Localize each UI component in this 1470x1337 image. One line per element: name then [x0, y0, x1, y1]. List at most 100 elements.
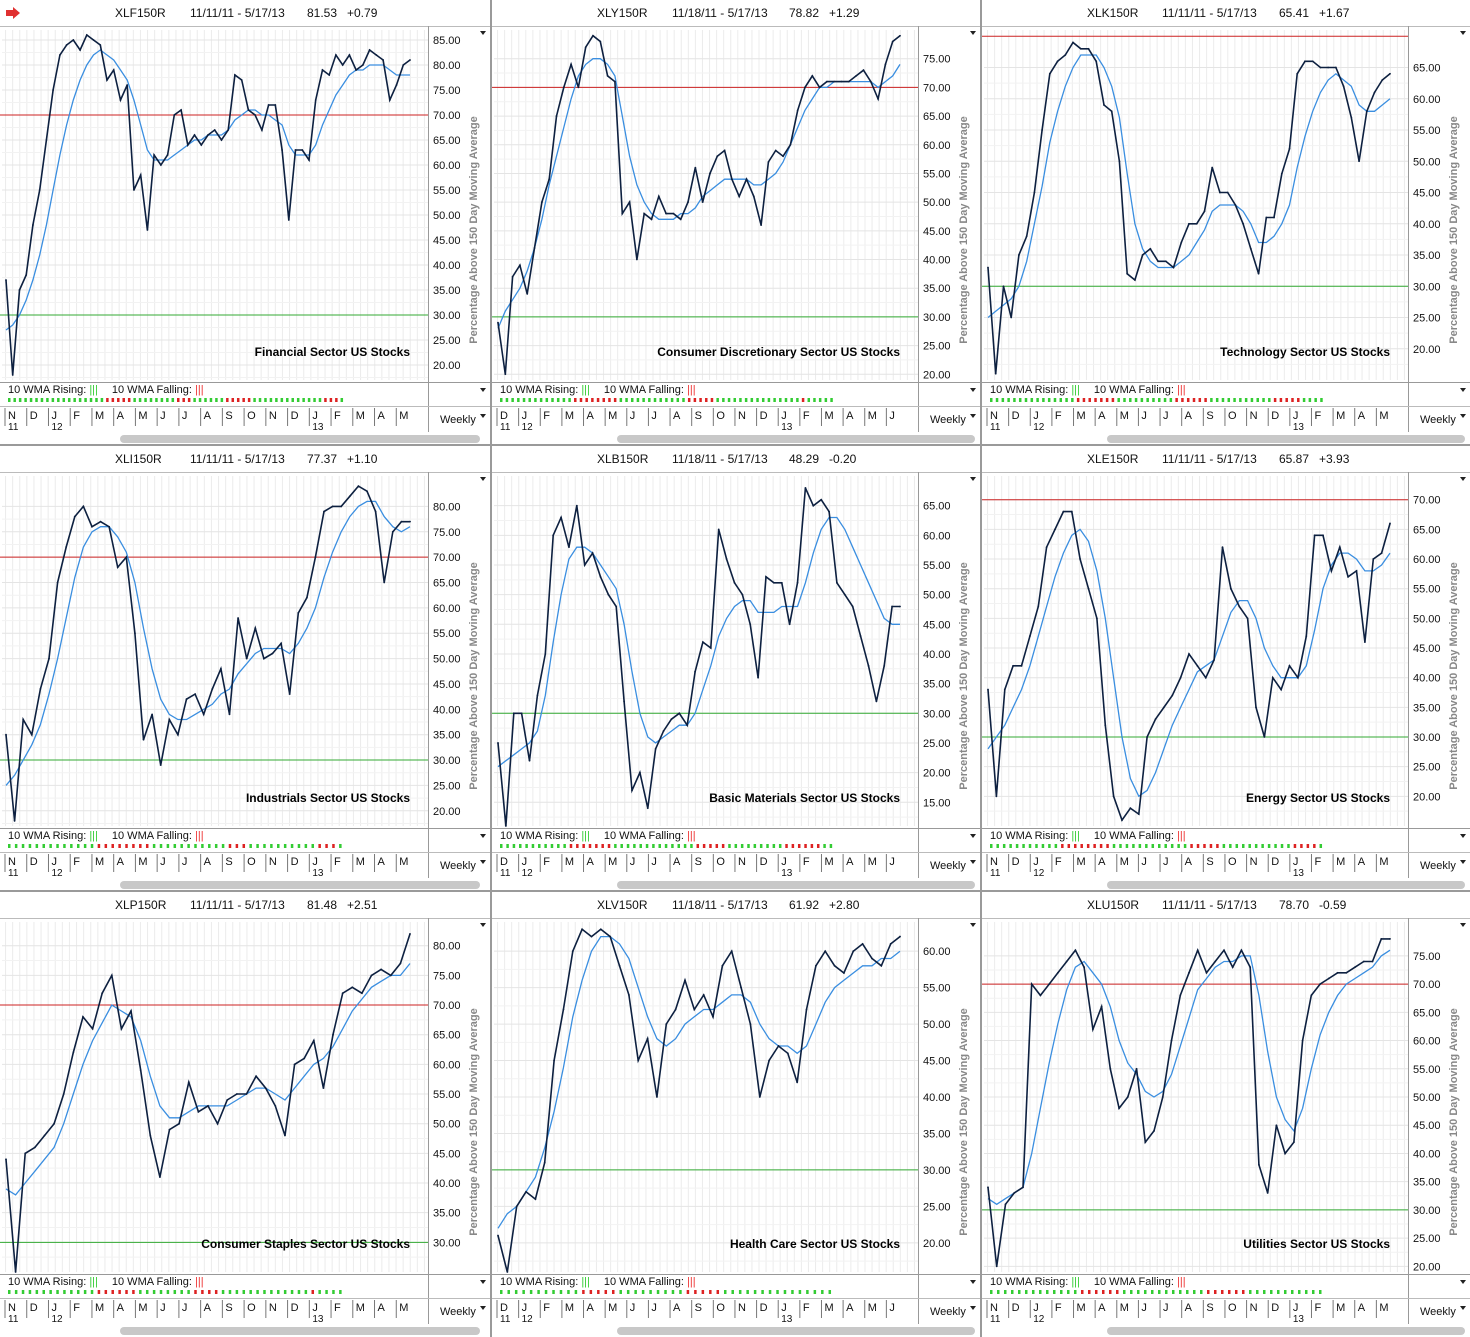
dropdown-arrow-icon[interactable] [480, 388, 486, 392]
wma-falling-label: 10 WMA Falling: [603, 830, 688, 842]
timeframe-selector[interactable]: Weekly [930, 1306, 966, 1318]
wma-signal-mark [1302, 398, 1306, 402]
chart-panel-xlp150r[interactable]: XLP150R 11/11/11 - 5/17/13 81.48 +2.51 80.00… [0, 892, 490, 1337]
wma-signal-mark [1099, 844, 1103, 848]
chart-plot[interactable]: 75.00 70.00 65.00 60.00 55.00 50.00 45.00 40.00… [492, 0, 980, 444]
price-point [1087, 587, 1090, 590]
dropdown-arrow-icon[interactable] [970, 834, 976, 838]
horizontal-scrollbar[interactable] [120, 881, 480, 889]
dropdown-arrow-icon[interactable] [1460, 31, 1466, 35]
price-point [553, 1059, 555, 1062]
timeframe-selector[interactable]: Weekly [1420, 860, 1456, 872]
chart-plot[interactable]: 65.00 60.00 55.00 50.00 45.00 40.00 35.00 30.00… [982, 0, 1470, 444]
wma-signal-mark [228, 1290, 232, 1294]
chart-panel-xlb150r[interactable]: XLB150R 11/18/11 - 5/17/13 48.29 -0.20 65.00… [492, 446, 980, 890]
horizontal-scrollbar[interactable] [120, 435, 480, 443]
alert-arrow-icon[interactable] [5, 6, 21, 20]
dropdown-arrow-icon[interactable] [1460, 1306, 1466, 1310]
chart-plot[interactable]: 85.00 80.00 75.00 70.00 65.00 60.00 55.00 50.00… [0, 0, 490, 444]
month-label: D [291, 856, 299, 868]
horizontal-scrollbar[interactable] [617, 1327, 975, 1335]
chart-panel-xle150r[interactable]: XLE150R 11/11/11 - 5/17/13 65.87 +3.93 70.00… [982, 446, 1470, 890]
dropdown-arrow-icon[interactable] [480, 923, 486, 927]
dropdown-arrow-icon[interactable] [970, 923, 976, 927]
chart-name: Financial Sector US Stocks [255, 345, 411, 359]
chart-plot[interactable]: 80.00 75.00 70.00 65.00 60.00 55.00 50.00 45.00… [0, 892, 490, 1337]
dropdown-arrow-icon[interactable] [480, 1280, 486, 1284]
dropdown-arrow-icon[interactable] [970, 31, 976, 35]
dropdown-arrow-icon[interactable] [970, 1306, 976, 1310]
dropdown-arrow-icon[interactable] [480, 834, 486, 838]
chart-panel-xlu150r[interactable]: XLU150R 11/11/11 - 5/17/13 78.70 -0.59 75.00… [982, 892, 1470, 1337]
y-tick-label: 35.00 [1413, 702, 1441, 714]
horizontal-scrollbar[interactable] [1107, 881, 1465, 889]
dropdown-arrow-icon[interactable] [1460, 477, 1466, 481]
y-tick-label: 50.00 [923, 197, 951, 209]
chart-panel-xli150r[interactable]: XLI150R 11/11/11 - 5/17/13 77.37 +1.10 80.00… [0, 446, 490, 890]
horizontal-scrollbar[interactable] [617, 435, 975, 443]
timeframe-selector[interactable]: Weekly [1420, 414, 1456, 426]
chart-plot[interactable]: 75.00 70.00 65.00 60.00 55.00 50.00 45.00 40.00… [982, 892, 1470, 1337]
wma-signal-mark [1123, 1290, 1126, 1294]
price-point [1363, 641, 1366, 644]
month-label: J [160, 1302, 166, 1314]
horizontal-scrollbar[interactable] [1107, 435, 1465, 443]
timeframe-selector[interactable]: Weekly [440, 860, 476, 872]
wma-signal-mark [1061, 844, 1064, 848]
timeframe-selector[interactable]: Weekly [440, 414, 476, 426]
price-point [368, 49, 371, 51]
horizontal-scrollbar[interactable] [617, 881, 975, 889]
wma-signal-mark [1203, 844, 1206, 848]
dropdown-arrow-icon[interactable] [970, 477, 976, 481]
dropdown-arrow-icon[interactable] [1460, 860, 1466, 864]
price-point [1296, 676, 1299, 679]
timeframe-selector[interactable]: Weekly [440, 1306, 476, 1318]
wma-signal-mark [796, 398, 799, 402]
dropdown-arrow-icon[interactable] [1460, 834, 1466, 838]
dropdown-arrow-icon[interactable] [480, 477, 486, 481]
dropdown-arrow-icon[interactable] [480, 1306, 486, 1310]
timeframe-selector[interactable]: Weekly [930, 860, 966, 872]
price-point [820, 498, 823, 501]
wma-signal-mark [1293, 844, 1297, 848]
wma-signal-mark [1262, 398, 1265, 402]
wma-signal-mark [1067, 844, 1071, 848]
chart-panel-xlv150r[interactable]: XLV150R 11/18/11 - 5/17/13 61.92 +2.80 60.00… [492, 892, 980, 1337]
wma-signal-mark [604, 1290, 608, 1294]
wma-signal-mark [270, 1290, 273, 1294]
price-point [851, 605, 854, 608]
wma-signal-mark [117, 398, 120, 402]
timeframe-selector[interactable]: Weekly [1420, 1306, 1456, 1318]
chart-plot[interactable]: 65.00 60.00 55.00 50.00 45.00 40.00 35.00 30.00… [492, 446, 980, 890]
month-label: J [1163, 410, 1169, 422]
horizontal-scrollbar[interactable] [1107, 1327, 1465, 1335]
dropdown-arrow-icon[interactable] [970, 860, 976, 864]
wma-signal-mark [1105, 398, 1109, 402]
timeframe-selector[interactable]: Weekly [930, 414, 966, 426]
dropdown-arrow-icon[interactable] [1460, 923, 1466, 927]
dropdown-arrow-icon[interactable] [1460, 1280, 1466, 1284]
y-tick-label: 70.00 [433, 552, 461, 564]
price-point [108, 525, 111, 528]
chart-panel-xlf150r[interactable]: XLF150R 11/11/11 - 5/17/13 81.53 +0.79 85.00… [0, 0, 490, 444]
wma-series-line [987, 54, 1391, 319]
dropdown-arrow-icon[interactable] [1460, 388, 1466, 392]
chart-plot[interactable]: 80.00 75.00 70.00 65.00 60.00 55.00 50.00 45.00… [0, 446, 490, 890]
dropdown-arrow-icon[interactable] [970, 414, 976, 418]
dropdown-arrow-icon[interactable] [970, 1280, 976, 1284]
wma-signal-mark [664, 1290, 667, 1294]
chart-plot[interactable]: 60.00 55.00 50.00 45.00 40.00 35.00 30.00 25.00… [492, 892, 980, 1337]
dropdown-arrow-icon[interactable] [480, 860, 486, 864]
month-label: D [291, 410, 299, 422]
dropdown-arrow-icon[interactable] [970, 388, 976, 392]
dropdown-arrow-icon[interactable] [480, 414, 486, 418]
y-tick-label: 75.00 [1413, 951, 1441, 963]
wma-signal-mark [302, 398, 305, 402]
chart-panel-xly150r[interactable]: XLY150R 11/18/11 - 5/17/13 78.82 +1.29 75.00… [492, 0, 980, 444]
dropdown-arrow-icon[interactable] [480, 31, 486, 35]
chart-plot[interactable]: 70.00 65.00 60.00 55.00 50.00 45.00 40.00 35.00… [982, 446, 1470, 890]
dropdown-arrow-icon[interactable] [1460, 414, 1466, 418]
horizontal-scrollbar[interactable] [120, 1327, 480, 1335]
chart-panel-xlk150r[interactable]: XLK150R 11/11/11 - 5/17/13 65.41 +1.67 65.00… [982, 0, 1470, 444]
wma-signal-mark [649, 1290, 652, 1294]
